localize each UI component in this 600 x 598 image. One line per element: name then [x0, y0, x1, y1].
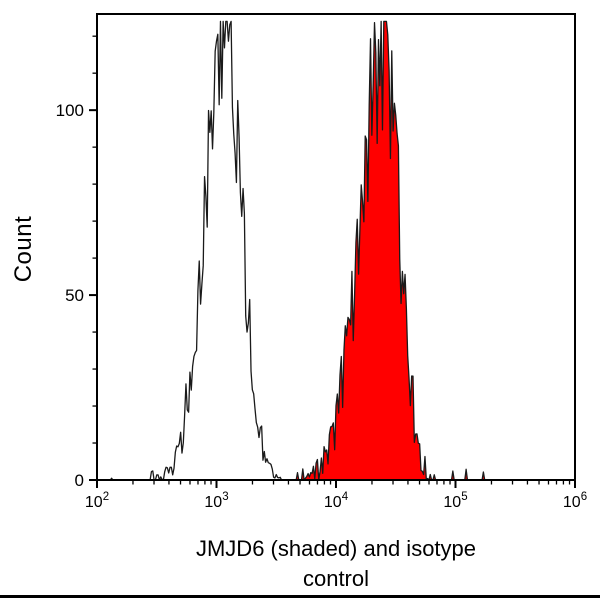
x-axis-label-line1: JMJD6 (shaded) and isotype: [195, 536, 477, 561]
y-axis-tick-label: 0: [75, 471, 84, 490]
x-axis-tick-label: 105: [443, 491, 467, 511]
x-axis-tick-label: 103: [204, 491, 228, 511]
histogram-plot: 0 50 100 102 103 104 105 106: [56, 13, 587, 511]
x-axis-label-line2: control: [302, 566, 370, 591]
y-axis-label: Count: [10, 215, 37, 283]
x-axis-tick-label: 104: [324, 491, 349, 511]
y-axis-tick-label: 50: [65, 286, 84, 305]
y-axis-tick-label: 100: [56, 101, 84, 120]
x-axis-tick-label: 102: [85, 491, 109, 511]
x-axis-tick-label: 106: [563, 491, 587, 511]
bottom-rule: [0, 595, 600, 598]
